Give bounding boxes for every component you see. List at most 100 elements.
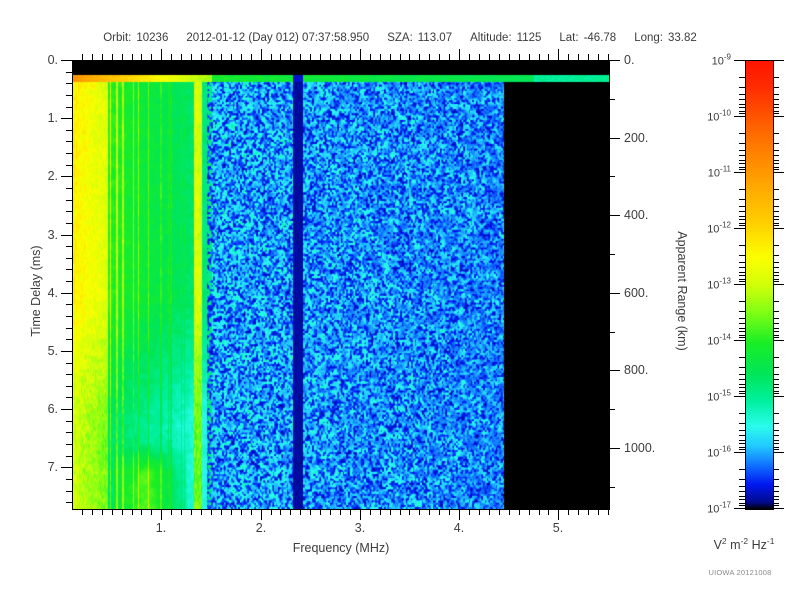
y-left-tick-label: 1. xyxy=(47,111,58,126)
colorbar-tick-minor xyxy=(739,205,745,207)
colorbar-tick-minor xyxy=(739,159,745,161)
y-left-tick-label: 3. xyxy=(47,227,58,242)
colorbar-tick-minor xyxy=(773,113,779,115)
colorbar-tick-minor xyxy=(739,390,745,392)
x-tick-label: 1. xyxy=(155,521,167,535)
colorbar-tick-major xyxy=(773,340,784,341)
colorbar-tick-major xyxy=(734,452,745,453)
colorbar-tick-minor xyxy=(773,166,779,168)
header-field-value-5: 33.82 xyxy=(667,32,697,44)
x-tick-major-top xyxy=(261,49,262,60)
y-right-tick-major xyxy=(609,137,620,139)
y-left-tick-minor xyxy=(66,327,72,329)
colorbar-tick-minor xyxy=(739,491,745,493)
colorbar-units-label: V2 m-2 Hz-1 xyxy=(713,536,775,553)
colorbar-tick-minor xyxy=(739,211,745,213)
y-right-tick-major xyxy=(609,292,620,294)
colorbar-tick-major xyxy=(773,228,784,229)
colorbar-tick-minor xyxy=(739,478,745,480)
header-field-label-5: Long: xyxy=(634,32,663,44)
colorbar-tick-minor xyxy=(739,502,745,504)
colorbar-tick-minor xyxy=(773,103,779,105)
y-right-tick-label: 200. xyxy=(624,130,649,145)
y-left-tick-minor xyxy=(66,199,72,201)
colorbar-tick-minor xyxy=(739,103,745,105)
x-tick-minor xyxy=(608,509,609,515)
x-tick-minor-top xyxy=(509,54,510,60)
colorbar-tick-label: 10-9 xyxy=(711,52,731,68)
x-tick-minor-top xyxy=(439,54,440,60)
x-tick-major xyxy=(360,509,361,520)
x-tick-minor xyxy=(231,509,232,515)
colorbar-tick-minor xyxy=(773,99,779,101)
colorbar-tick-minor xyxy=(773,215,779,217)
x-tick-minor xyxy=(479,509,480,515)
colorbar-tick-minor xyxy=(773,110,779,112)
x-tick-minor xyxy=(241,509,242,515)
colorbar-tick-minor xyxy=(773,205,779,207)
x-tick-minor-top xyxy=(92,54,93,60)
x-tick-minor-top xyxy=(201,54,202,60)
x-tick-minor xyxy=(350,509,351,515)
x-tick-major xyxy=(558,509,559,520)
x-tick-major-top xyxy=(558,49,559,60)
colorbar-tick-minor xyxy=(739,383,745,385)
colorbar-tick-minor xyxy=(739,422,745,424)
colorbar-tick-minor xyxy=(739,446,745,448)
header-field-3: Altitude: 1125 xyxy=(470,32,541,44)
x-tick-minor xyxy=(251,509,252,515)
y-left-tick-minor xyxy=(66,188,72,189)
y-left-tick-minor xyxy=(66,444,72,445)
colorbar-tick-minor xyxy=(739,337,745,339)
y-left-tick-minor xyxy=(66,83,72,85)
x-tick-minor-top xyxy=(300,54,301,60)
x-tick-minor-top xyxy=(400,54,401,60)
y-left-tick-minor xyxy=(66,246,72,248)
colorbar-tick-major xyxy=(773,116,784,117)
y-left-tick-major xyxy=(61,409,72,411)
colorbar-tick-minor xyxy=(773,219,779,221)
colorbar-tick-minor xyxy=(739,86,745,88)
y-left-tick-minor xyxy=(66,164,72,166)
colorbar-tick-minor xyxy=(739,300,745,302)
x-tick-label: 3. xyxy=(354,521,366,535)
x-tick-major-top xyxy=(161,49,162,60)
colorbar-tick-minor xyxy=(773,159,779,161)
y-right-tick-minor xyxy=(609,176,615,178)
colorbar-tick-minor xyxy=(773,502,779,504)
x-tick-minor xyxy=(598,509,599,515)
x-tick-minor-top xyxy=(449,54,450,60)
x-tick-minor xyxy=(529,509,530,515)
colorbar-tick-minor xyxy=(773,93,779,95)
x-tick-minor xyxy=(578,509,579,515)
colorbar-tick-major xyxy=(734,172,745,173)
header-field-value-1: 2012-01-12 (Day 012) 07:37:58.950 xyxy=(186,32,370,44)
y-left-tick-major xyxy=(61,60,72,61)
x-tick-minor-top xyxy=(419,54,420,60)
colorbar-tick-minor xyxy=(739,373,745,375)
colorbar-tick-minor xyxy=(739,495,745,497)
colorbar-tick-label: 10-13 xyxy=(707,276,731,292)
colorbar-tick-minor xyxy=(773,499,779,501)
x-tick-minor xyxy=(419,509,420,515)
colorbar-tick-minor xyxy=(773,281,779,283)
x-tick-minor xyxy=(409,509,410,515)
header-field-2: SZA: 113.07 xyxy=(387,32,452,44)
y-left-tick-label: 2. xyxy=(47,169,58,184)
x-tick-minor-top xyxy=(350,54,351,60)
x-tick-major-top xyxy=(459,49,460,60)
y-left-tick-minor xyxy=(66,362,72,364)
header-field-label-0: Orbit: xyxy=(103,32,132,44)
colorbar-tick-minor xyxy=(773,271,779,273)
colorbar-tick-major xyxy=(773,284,784,285)
x-tick-label: 4. xyxy=(453,521,465,535)
x-tick-minor-top xyxy=(330,54,331,60)
x-tick-minor-top xyxy=(211,54,212,60)
x-tick-minor-top xyxy=(608,54,609,60)
x-tick-minor-top xyxy=(429,54,430,60)
y-left-tick-minor xyxy=(66,211,72,213)
colorbar-tick-minor xyxy=(739,468,745,470)
x-tick-major-top xyxy=(360,49,361,60)
x-tick-minor-top xyxy=(489,54,490,60)
colorbar-tick-minor xyxy=(773,142,779,144)
